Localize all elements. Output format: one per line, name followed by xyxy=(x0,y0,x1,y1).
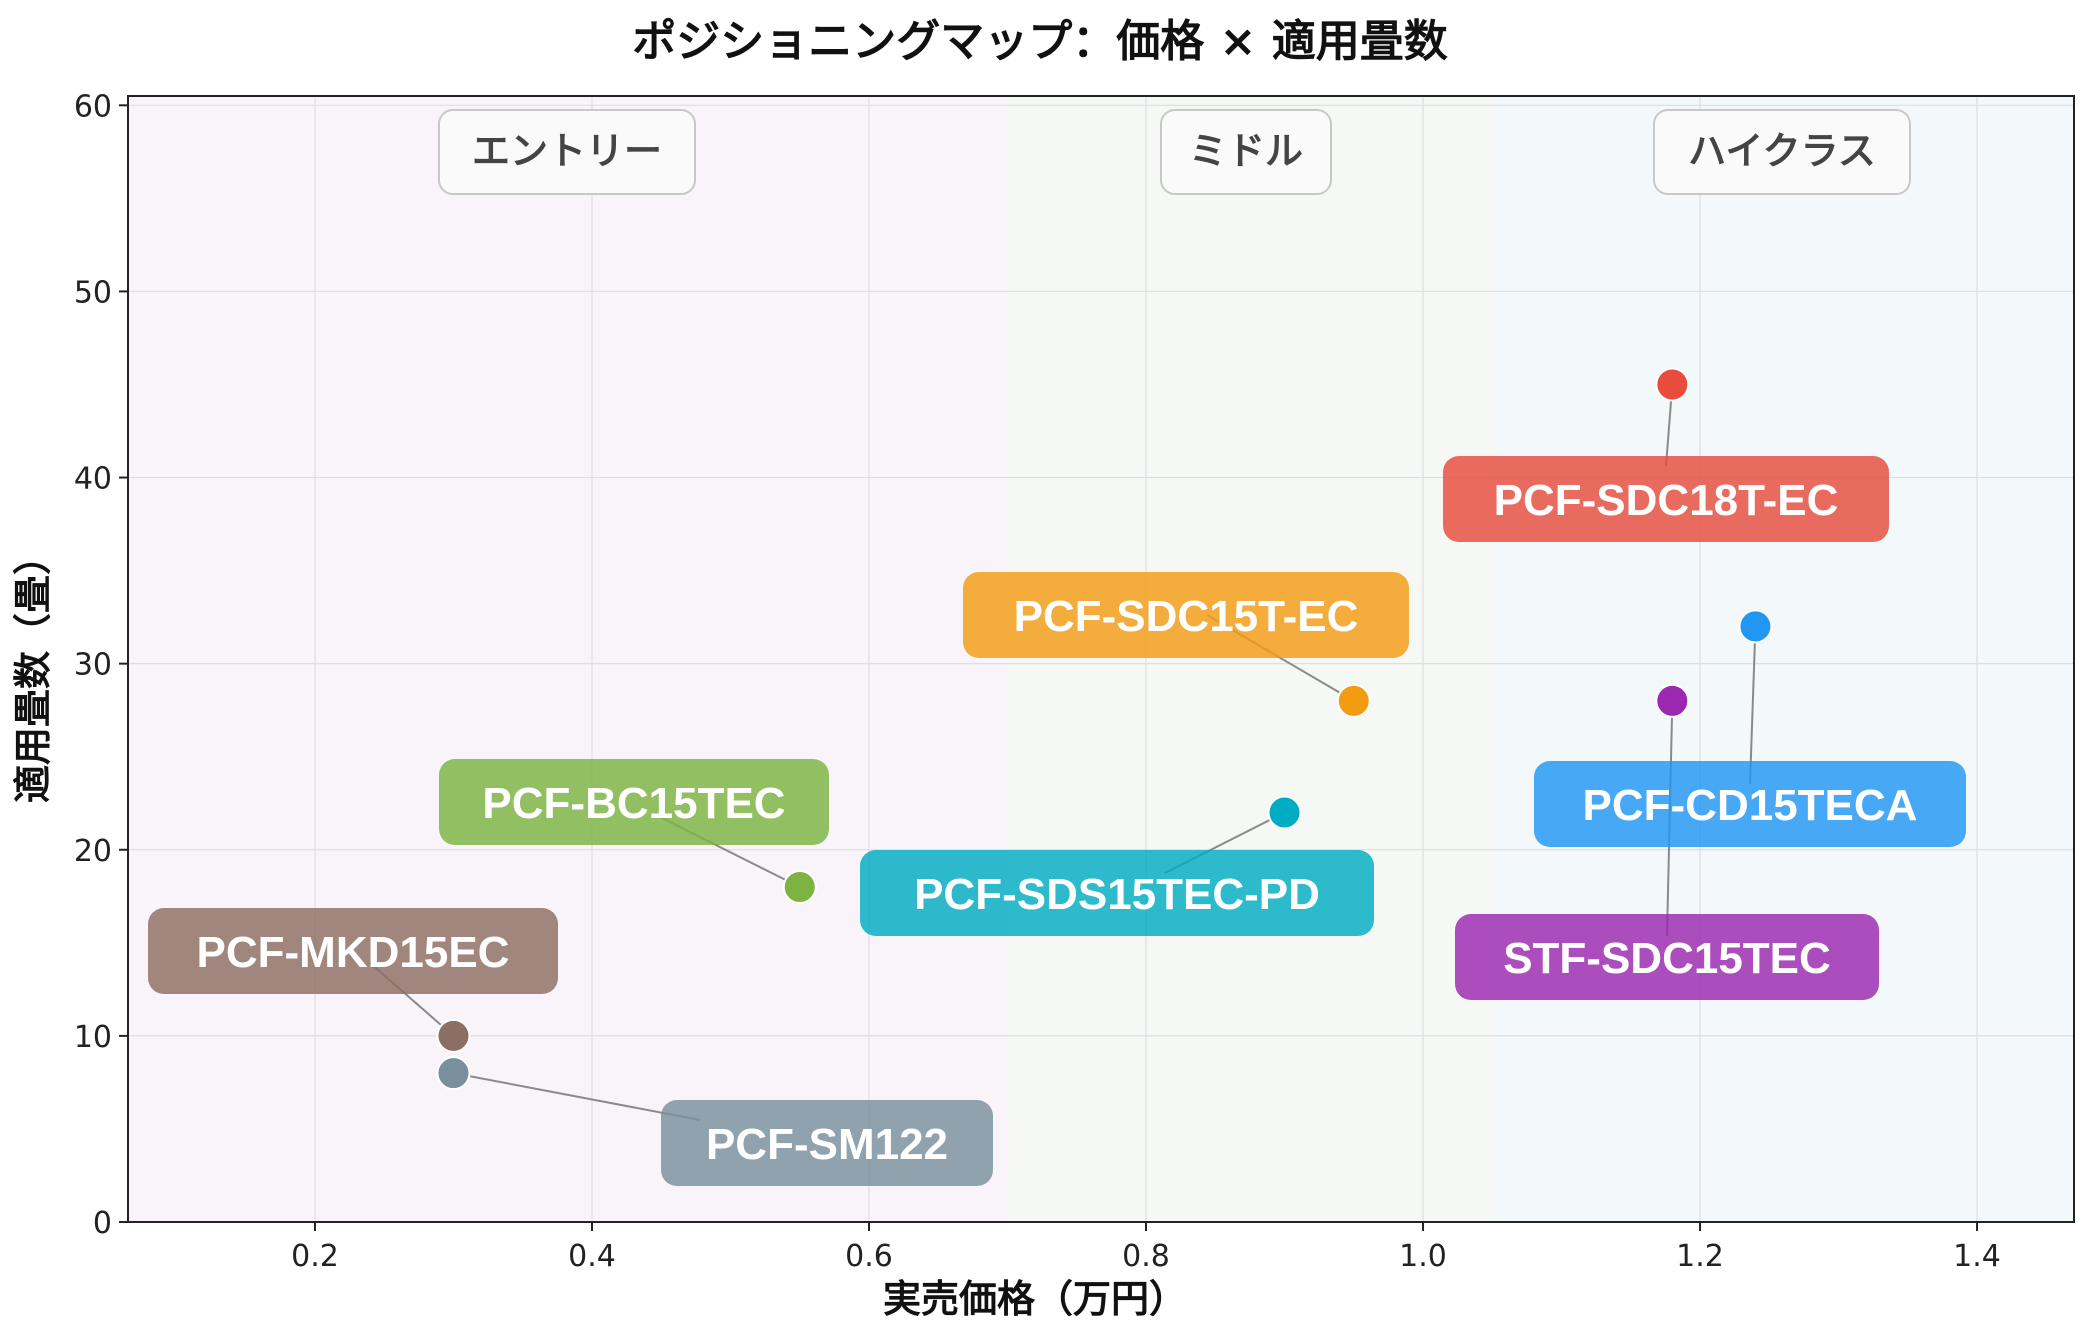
point-label-bg xyxy=(860,850,1374,936)
point-label: PCF-MKD15EC xyxy=(148,908,558,994)
band-label-bg xyxy=(1160,109,1332,195)
band-label: エントリー xyxy=(472,129,662,173)
data-point xyxy=(1655,367,1690,402)
leader-line xyxy=(453,1072,701,1121)
data-point xyxy=(1267,795,1302,830)
grid-layer xyxy=(128,96,2074,1223)
data-point xyxy=(436,1018,471,1053)
price-band-2 xyxy=(1492,96,2074,1222)
point-label-text: PCF-CD15TECA xyxy=(1583,781,1918,830)
point-label-text: PCF-SDS15TEC-PD xyxy=(914,870,1320,919)
point-label-bg xyxy=(1455,914,1879,1000)
y-tick-label: 50 xyxy=(74,275,112,310)
data-point xyxy=(1738,609,1773,644)
point-label-bg xyxy=(1534,761,1966,847)
band-label-bg xyxy=(1653,109,1911,195)
data-point xyxy=(1655,683,1690,718)
x-tick-label: 0.4 xyxy=(568,1239,616,1274)
point-label: PCF-CD15TECA xyxy=(1534,761,1966,847)
x-tick-label: 0.8 xyxy=(1122,1239,1170,1274)
data-point xyxy=(436,1056,471,1091)
point-label: PCF-BC15TEC xyxy=(439,759,829,845)
point-labels-layer: PCF-SDC18T-EC PCF-CD15TECA STF-SDC15TEC PCF… xyxy=(148,456,1966,1186)
point-label: PCF-SDS15TEC-PD xyxy=(860,850,1374,936)
y-tick-label: 10 xyxy=(74,1020,112,1055)
x-tick-label: 1.2 xyxy=(1676,1239,1724,1274)
band-label: ハイクラス xyxy=(1688,129,1876,173)
price-band-1 xyxy=(1007,96,1493,1222)
band-label: ミドル xyxy=(1189,129,1303,173)
x-axis-title: 実売価格（万円） xyxy=(883,1277,1187,1321)
band-labels-layer: エントリー ミドル ハイクラス xyxy=(438,109,1911,195)
price-band-layer xyxy=(128,96,2074,1222)
leader-line xyxy=(1749,626,1757,785)
point-label-text: PCF-MKD15EC xyxy=(197,928,510,977)
data-point xyxy=(1336,683,1371,718)
x-tick-label: 0.2 xyxy=(291,1239,339,1274)
point-label-text: PCF-SDC15T-EC xyxy=(1014,592,1359,641)
band-label-bg xyxy=(438,109,696,195)
y-tick-label: 60 xyxy=(74,89,112,124)
y-tick-label: 0 xyxy=(93,1206,112,1241)
point-label-text: STF-SDC15TEC xyxy=(1503,934,1831,983)
data-point xyxy=(782,869,817,904)
point-label: PCF-SDC15T-EC xyxy=(963,572,1409,658)
point-label-bg xyxy=(963,572,1409,658)
plot-frame xyxy=(127,95,2075,1223)
y-tick-label: 20 xyxy=(74,834,112,869)
point-label: PCF-SDC18T-EC xyxy=(1443,456,1889,542)
point-label-bg xyxy=(661,1100,993,1186)
data-points-layer xyxy=(436,367,1773,1091)
x-tick-label: 1.0 xyxy=(1399,1239,1447,1274)
x-tick-label: 0.6 xyxy=(845,1239,893,1274)
point-label-bg xyxy=(148,908,558,994)
y-tick-label: 30 xyxy=(74,648,112,683)
point-label-text: PCF-SM122 xyxy=(706,1120,948,1169)
point-label-bg xyxy=(1443,456,1889,542)
price-band-0 xyxy=(128,96,1008,1222)
y-tick-label: 40 xyxy=(74,462,112,497)
point-label-text: PCF-SDC18T-EC xyxy=(1494,476,1839,525)
point-label-bg xyxy=(439,759,829,845)
point-label: PCF-SM122 xyxy=(661,1100,993,1186)
point-label: STF-SDC15TEC xyxy=(1455,914,1879,1000)
axis-ticks-layer: 0.2 0.4 0.6 0.8 1.0 1.2 1.4 0 10 20 30 40 50 60 xyxy=(74,89,2001,1274)
x-tick-label: 1.4 xyxy=(1953,1239,2001,1274)
point-label-text: PCF-BC15TEC xyxy=(482,779,785,828)
chart-title: ポジショニングマップ：価格 × 適用畳数 xyxy=(632,16,1448,67)
band-label-box: ハイクラス xyxy=(1653,109,1911,195)
y-axis-title: 適用畳数（畳） xyxy=(11,537,55,803)
band-label-box: ミドル xyxy=(1160,109,1332,195)
band-label-box: エントリー xyxy=(438,109,696,195)
